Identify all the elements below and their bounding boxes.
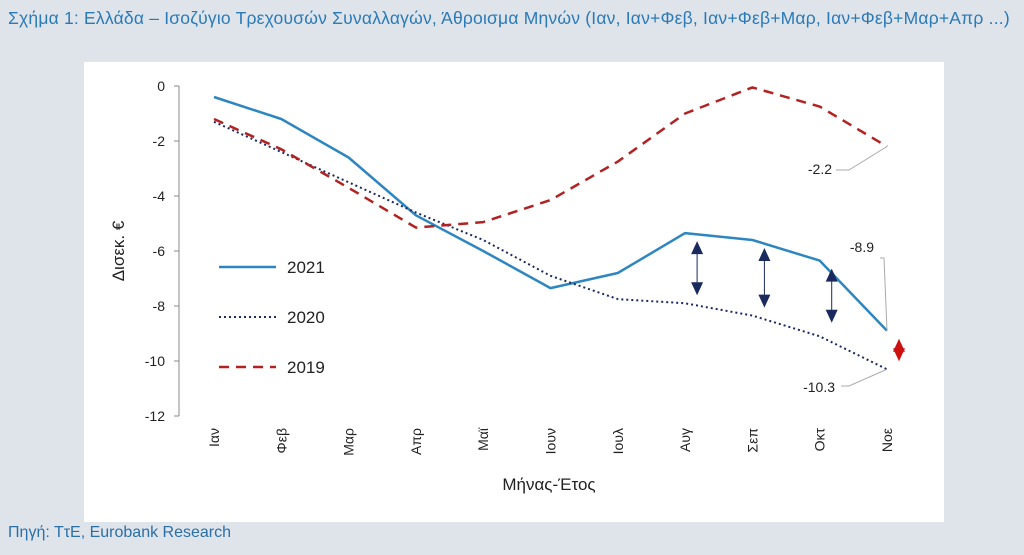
comparison-arrow (758, 248, 771, 308)
x-tick-label: Ιουλ (610, 428, 626, 454)
end-value-annotation-2019: -2.2 (808, 146, 888, 177)
x-tick-label: Μαϊ (475, 427, 491, 451)
annotation-label: -10.3 (803, 379, 835, 395)
chart-panel: 0 -2 -4 -6 -8 -10 -12 Ιαν Φεβ Μαρ Απρ Μαϊ Ιουν Ιουλ Αυ… (84, 62, 944, 522)
x-tick-label: Ιουν (543, 428, 559, 454)
arrow-head-down (758, 294, 771, 308)
annotation-leader-line (880, 257, 888, 331)
source-note: Πηγή: ΤτΕ, Eurobank Research (8, 524, 232, 541)
arrow-head-down (691, 282, 704, 296)
x-tick-label: Μαρ (341, 428, 357, 456)
series-line-2021 (213, 95, 888, 332)
x-axis-title: Μήνας-Έτος (502, 475, 595, 494)
annotation-leader-line (841, 368, 888, 387)
comparison-arrow (691, 241, 704, 296)
y-tick-label: -12 (145, 408, 165, 424)
y-tick-label: -6 (153, 243, 166, 259)
annotation-label: -8.9 (850, 239, 874, 255)
y-tick-label: -8 (153, 298, 166, 314)
series-line-2020 (213, 120, 888, 371)
y-tick-label: -10 (145, 353, 165, 369)
comparison-arrow (825, 268, 838, 323)
x-tick-label: Απρ (408, 428, 424, 455)
annotation-leader-line (836, 146, 888, 171)
comparison-arrow (893, 338, 905, 362)
arrow-head-down (825, 309, 838, 323)
x-tick-label: Αυγ (677, 428, 693, 452)
arrow-head-up (691, 241, 704, 255)
y-axis-title: Δισεκ. € (109, 220, 128, 281)
arrow-head-up (825, 268, 838, 282)
x-tick-label: Σεπ (744, 428, 760, 453)
x-tick-label: Ιαν (206, 428, 222, 447)
figure-title: Σχήμα 1: Ελλάδα – Ισοζύγιο Τρεχουσών Συν… (8, 8, 1010, 28)
legend-label-2020: 2020 (287, 308, 325, 327)
end-value-annotation-2020: -10.3 (803, 368, 888, 395)
line-chart: 0 -2 -4 -6 -8 -10 -12 Ιαν Φεβ Μαρ Απρ Μαϊ Ιουν Ιουλ Αυ… (109, 78, 905, 494)
legend-label-2019: 2019 (287, 358, 325, 377)
arrow-head-up (758, 248, 771, 261)
y-tick-label: -2 (153, 133, 166, 149)
x-tick-label: Φεβ (273, 428, 289, 453)
x-tick-label: Οκτ (812, 428, 828, 452)
annotation-label: -2.2 (808, 161, 832, 177)
y-tick-label: 0 (157, 78, 165, 94)
y-tick-label: -4 (153, 188, 166, 204)
series-line-2019 (213, 86, 888, 229)
x-tick-label: Νοε (879, 428, 895, 452)
end-value-annotation-2021: -8.9 (850, 239, 888, 331)
arrow-head-down (893, 348, 905, 362)
legend-label-2021: 2021 (287, 258, 325, 277)
